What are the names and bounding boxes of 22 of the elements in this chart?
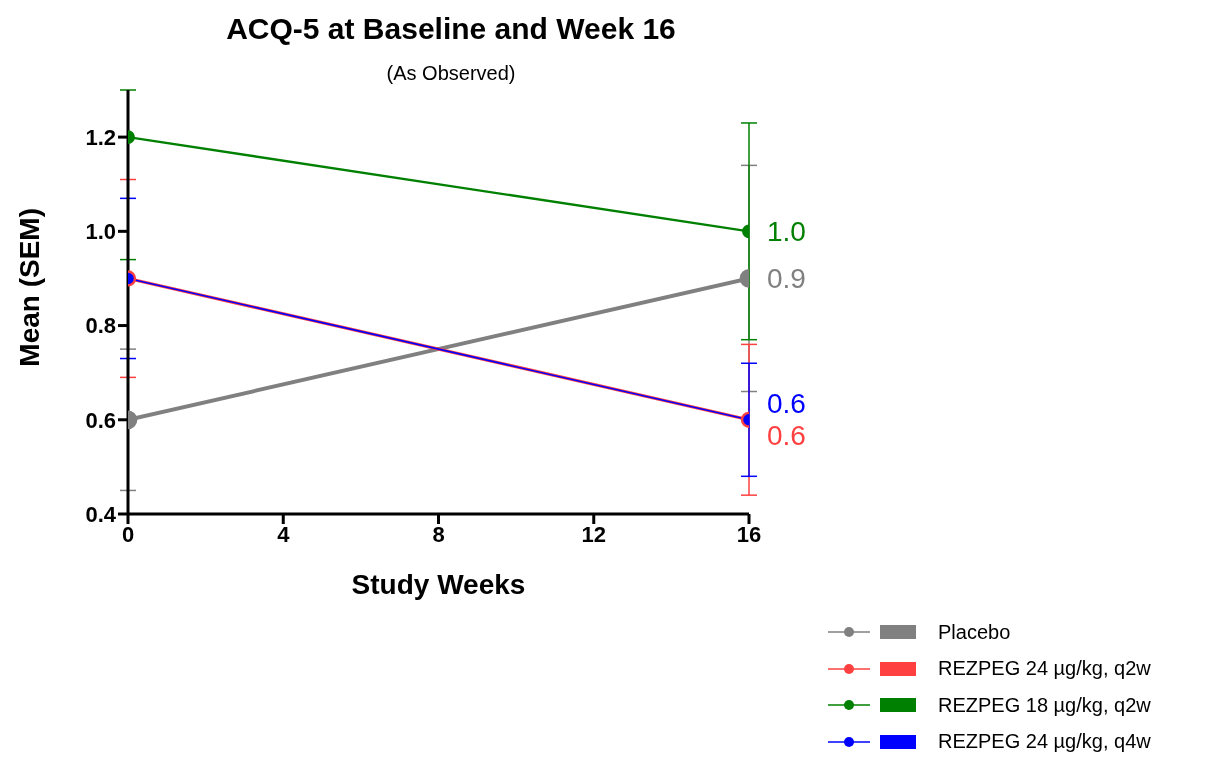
chart-title: ACQ-5 at Baseline and Week 16 [225, 12, 677, 46]
data-label: 0.9 [767, 262, 806, 294]
x-tick-label: 8 [432, 521, 445, 547]
legend-label: Placebo [938, 620, 1011, 644]
y-tick-label: 1.0 [85, 219, 116, 245]
y-tick-label: 0.4 [85, 501, 117, 527]
legend-label: REZPEG 18 µg/kg, q2w [938, 693, 1151, 717]
legend-label: REZPEG 24 µg/kg, q4w [938, 730, 1151, 754]
x-axis-title: Study Weeks [351, 569, 526, 600]
data-label: 0.6 [767, 420, 806, 452]
y-tick-label: 0.8 [85, 313, 116, 339]
x-tick-label: 4 [277, 521, 291, 547]
data-label: 1.0 [767, 215, 806, 247]
chart-subtitle: (As Observed) [385, 62, 517, 85]
x-tick-label: 16 [736, 521, 762, 547]
data-label: 0.6 [767, 388, 806, 420]
x-tick-label: 0 [121, 521, 135, 547]
x-tick-label: 12 [581, 521, 606, 547]
y-axis-title: Mean (SEM) [14, 208, 46, 367]
y-tick-label: 1.2 [85, 124, 116, 150]
legend-label: REZPEG 24 µg/kg, q2w [938, 657, 1151, 681]
y-tick-label: 0.6 [85, 407, 116, 433]
